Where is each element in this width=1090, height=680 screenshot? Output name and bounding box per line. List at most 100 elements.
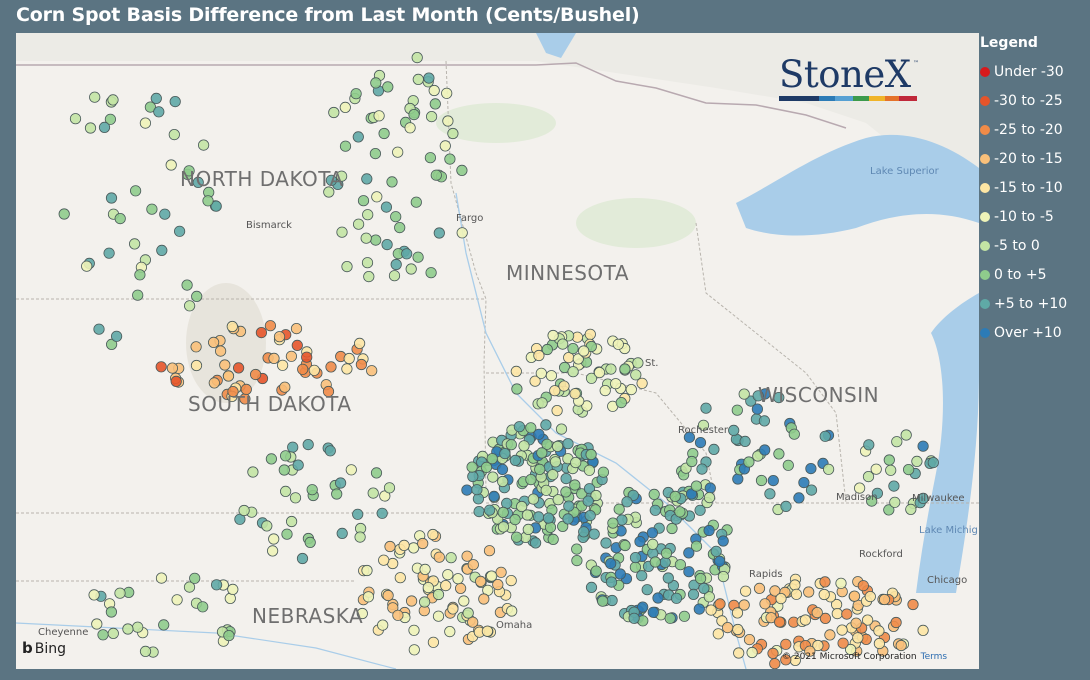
station-marker[interactable] (461, 484, 473, 496)
station-marker[interactable] (648, 488, 660, 500)
station-marker[interactable] (238, 504, 250, 517)
station-marker[interactable] (562, 438, 574, 450)
station-marker[interactable] (261, 520, 273, 532)
station-marker[interactable] (352, 131, 364, 143)
station-marker[interactable] (804, 645, 816, 657)
station-marker[interactable] (481, 625, 493, 637)
station-marker[interactable] (666, 522, 678, 535)
station-marker[interactable] (590, 489, 602, 502)
station-marker[interactable] (325, 361, 337, 373)
station-marker[interactable] (166, 362, 178, 374)
station-marker[interactable] (190, 359, 203, 372)
station-marker[interactable] (233, 362, 245, 374)
station-marker[interactable] (780, 638, 792, 650)
station-marker[interactable] (91, 618, 103, 630)
station-marker[interactable] (211, 579, 223, 591)
station-marker[interactable] (373, 110, 385, 122)
station-marker[interactable] (509, 513, 521, 526)
station-marker[interactable] (863, 439, 875, 451)
station-marker[interactable] (864, 590, 876, 603)
station-marker[interactable] (793, 492, 805, 504)
station-marker[interactable] (510, 365, 522, 377)
station-marker[interactable] (694, 436, 707, 449)
station-marker[interactable] (660, 547, 673, 559)
station-marker[interactable] (670, 592, 683, 604)
station-marker[interactable] (888, 480, 900, 492)
station-marker[interactable] (273, 331, 286, 343)
station-marker[interactable] (279, 381, 291, 393)
station-marker[interactable] (433, 551, 445, 563)
station-marker[interactable] (857, 580, 869, 592)
station-marker[interactable] (584, 328, 596, 340)
station-marker[interactable] (853, 482, 866, 494)
station-marker[interactable] (408, 644, 420, 656)
station-marker[interactable] (714, 598, 726, 610)
station-marker[interactable] (171, 594, 183, 606)
station-marker[interactable] (647, 538, 659, 550)
station-marker[interactable] (583, 483, 596, 495)
station-marker[interactable] (788, 428, 800, 440)
station-marker[interactable] (551, 440, 564, 452)
station-marker[interactable] (366, 365, 378, 377)
station-marker[interactable] (107, 94, 119, 106)
station-marker[interactable] (700, 402, 712, 414)
station-marker[interactable] (129, 238, 141, 250)
station-marker[interactable] (819, 430, 831, 442)
station-marker[interactable] (227, 385, 239, 398)
station-marker[interactable] (473, 505, 485, 518)
station-marker[interactable] (767, 647, 779, 660)
station-marker[interactable] (454, 582, 467, 595)
station-marker[interactable] (467, 559, 479, 571)
station-marker[interactable] (664, 612, 676, 624)
station-marker[interactable] (717, 535, 729, 547)
station-marker[interactable] (870, 463, 882, 475)
station-marker[interactable] (917, 492, 929, 504)
station-marker[interactable] (447, 603, 459, 615)
station-marker[interactable] (541, 343, 553, 356)
station-marker[interactable] (202, 195, 214, 207)
station-marker[interactable] (759, 444, 771, 456)
station-marker[interactable] (551, 404, 563, 417)
station-marker[interactable] (690, 540, 703, 552)
station-marker[interactable] (694, 572, 707, 585)
station-marker[interactable] (780, 654, 792, 666)
station-marker[interactable] (301, 351, 313, 363)
station-marker[interactable] (103, 247, 115, 259)
station-marker[interactable] (352, 508, 364, 520)
station-marker[interactable] (296, 552, 309, 565)
station-marker[interactable] (634, 535, 646, 548)
station-marker[interactable] (447, 127, 459, 140)
station-marker[interactable] (510, 531, 523, 543)
station-marker[interactable] (219, 359, 231, 371)
station-marker[interactable] (696, 463, 708, 475)
station-marker[interactable] (486, 453, 498, 465)
station-marker[interactable] (619, 539, 631, 552)
station-marker[interactable] (382, 589, 394, 602)
station-marker[interactable] (356, 607, 368, 620)
station-marker[interactable] (584, 509, 596, 522)
station-marker[interactable] (560, 472, 572, 485)
station-marker[interactable] (392, 609, 404, 621)
station-marker[interactable] (819, 612, 832, 625)
station-marker[interactable] (105, 192, 118, 204)
station-marker[interactable] (279, 485, 292, 497)
station-marker[interactable] (844, 643, 857, 656)
station-marker[interactable] (570, 456, 582, 469)
station-marker[interactable] (873, 625, 885, 637)
station-marker[interactable] (578, 345, 590, 357)
station-marker[interactable] (392, 146, 404, 158)
station-marker[interactable] (743, 456, 755, 468)
station-marker[interactable] (831, 607, 843, 620)
station-marker[interactable] (525, 422, 537, 434)
station-marker[interactable] (613, 503, 625, 515)
station-marker[interactable] (619, 363, 631, 375)
station-marker[interactable] (430, 169, 442, 181)
station-marker[interactable] (122, 623, 134, 635)
station-marker[interactable] (848, 590, 861, 602)
station-marker[interactable] (889, 496, 901, 508)
station-marker[interactable] (355, 358, 367, 371)
station-marker[interactable] (488, 490, 500, 502)
station-marker[interactable] (690, 480, 703, 492)
station-marker[interactable] (614, 568, 626, 580)
station-marker[interactable] (837, 637, 849, 649)
